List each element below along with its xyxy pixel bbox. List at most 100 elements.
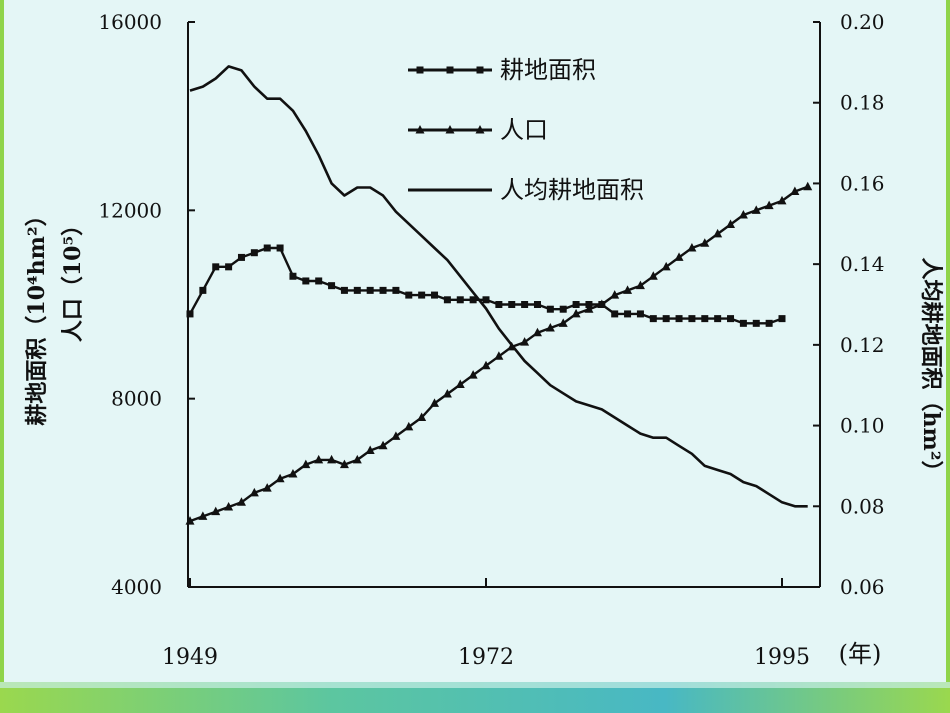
right-tick-label-0.14: 0.14 [840, 252, 885, 276]
series-2-point-11 [327, 454, 337, 464]
series-2-point-17 [404, 421, 414, 431]
series-2 [185, 181, 813, 525]
series-2-point-26 [520, 337, 530, 346]
series-line-1 [188, 246, 783, 325]
series-2-point-10 [314, 454, 324, 464]
legend-label-1: 耕地面积 [500, 56, 596, 84]
series-1-point-2 [212, 263, 220, 271]
chart-axes [187, 21, 821, 588]
series-1-point-5 [250, 249, 258, 257]
series-2-point-0 [185, 516, 195, 525]
chart-labels: 4000 8000 12000 16000 0.06 0.08 0.10 0.12 0.14 0.… [24, 10, 944, 670]
series-2-point-20 [442, 388, 452, 398]
series-2-point-32 [597, 299, 607, 308]
series-1-point-39 [688, 315, 696, 323]
series-1-point-14 [366, 286, 374, 294]
series-1-point-35 [636, 310, 644, 318]
right-accent-strip [946, 0, 950, 713]
series-2-point-12 [339, 459, 349, 469]
series-2-point-34 [623, 285, 633, 294]
series-1-point-40 [701, 315, 709, 323]
series-1-point-20 [443, 296, 451, 304]
series-1-point-29 [559, 305, 567, 313]
right-tick-label-0.18: 0.18 [840, 91, 885, 115]
series-1-point-38 [675, 315, 683, 323]
left-axis-title-area: 耕地面积（10⁴hm²） [24, 204, 50, 425]
series-1-point-18 [418, 291, 426, 299]
series-1-point-41 [714, 315, 722, 323]
series-2-point-16 [391, 431, 401, 440]
series-1-point-44 [752, 319, 760, 327]
legend-marker-2-1 [445, 125, 455, 134]
series-1-point-7 [276, 244, 284, 252]
series-1-point-17 [405, 291, 413, 299]
series-2-point-43 [738, 210, 748, 219]
series-1-point-25 [508, 301, 516, 308]
series-1-point-36 [649, 315, 657, 323]
series-1-point-16 [392, 286, 400, 294]
series-2-point-48 [803, 181, 813, 191]
series-1-point-12 [340, 286, 348, 294]
series-1-point-28 [546, 305, 554, 313]
right-tick-label-0.20: 0.20 [840, 10, 885, 34]
series-1-point-9 [302, 277, 310, 285]
series-1-point-27 [533, 301, 541, 308]
series-2-point-37 [661, 261, 671, 271]
series-1-point-0 [186, 310, 194, 318]
right-tick-label-0.10: 0.10 [840, 414, 885, 438]
series-2-point-18 [417, 412, 427, 421]
legend-marker-2-0 [415, 125, 425, 134]
series-1-point-45 [765, 319, 773, 327]
series-2-point-35 [635, 280, 645, 290]
series-2-point-40 [700, 238, 710, 247]
series-1-point-15 [379, 286, 387, 294]
left-tick-label-16000: 16000 [98, 10, 162, 34]
series-1-point-1 [199, 286, 207, 294]
series-2-point-38 [674, 252, 684, 261]
series-1-point-4 [237, 253, 245, 261]
series-1-point-33 [611, 310, 619, 318]
series-2-point-45 [764, 200, 774, 210]
series-1-point-3 [225, 263, 233, 271]
series-2-point-30 [571, 308, 581, 318]
series-2-point-24 [494, 351, 504, 360]
series-1-point-34 [624, 310, 632, 318]
series-2-point-47 [790, 186, 800, 195]
series-2-point-29 [558, 318, 568, 327]
right-tick-label-0.08: 0.08 [840, 494, 885, 518]
series-2-point-42 [726, 219, 736, 228]
series-1-point-46 [778, 315, 786, 323]
bottom-accent-highlight [0, 682, 950, 688]
legend-marker-1-1 [446, 66, 454, 74]
legend-marker-1-0 [416, 66, 424, 74]
series-3 [189, 65, 808, 508]
legend-marker-2-2 [475, 125, 485, 134]
series-1-point-37 [662, 315, 670, 323]
series-2-point-15 [378, 440, 388, 450]
x-tick-label-1995: 1995 [754, 645, 810, 670]
series-2-point-13 [352, 454, 362, 464]
series-2-point-44 [751, 205, 761, 214]
left-tick-label-12000: 12000 [98, 198, 162, 222]
series-2-point-27 [532, 327, 542, 337]
series-1-point-23 [482, 296, 490, 304]
series-1-point-8 [289, 272, 297, 280]
series-2-point-21 [455, 379, 465, 389]
series-2-point-36 [648, 271, 658, 280]
series-2-point-7 [275, 473, 285, 483]
series-2-point-14 [365, 445, 375, 454]
x-tick-label-1972: 1972 [458, 645, 514, 670]
series-2-point-2 [211, 506, 221, 516]
series-1-point-6 [263, 244, 271, 252]
chart-series [185, 65, 813, 525]
right-tick-label-0.12: 0.12 [840, 333, 885, 357]
series-2-point-39 [687, 243, 697, 252]
left-tick-label-4000: 4000 [111, 575, 162, 599]
series-2-point-9 [301, 459, 311, 469]
series-2-point-3 [224, 501, 234, 511]
series-2-point-23 [481, 360, 491, 370]
